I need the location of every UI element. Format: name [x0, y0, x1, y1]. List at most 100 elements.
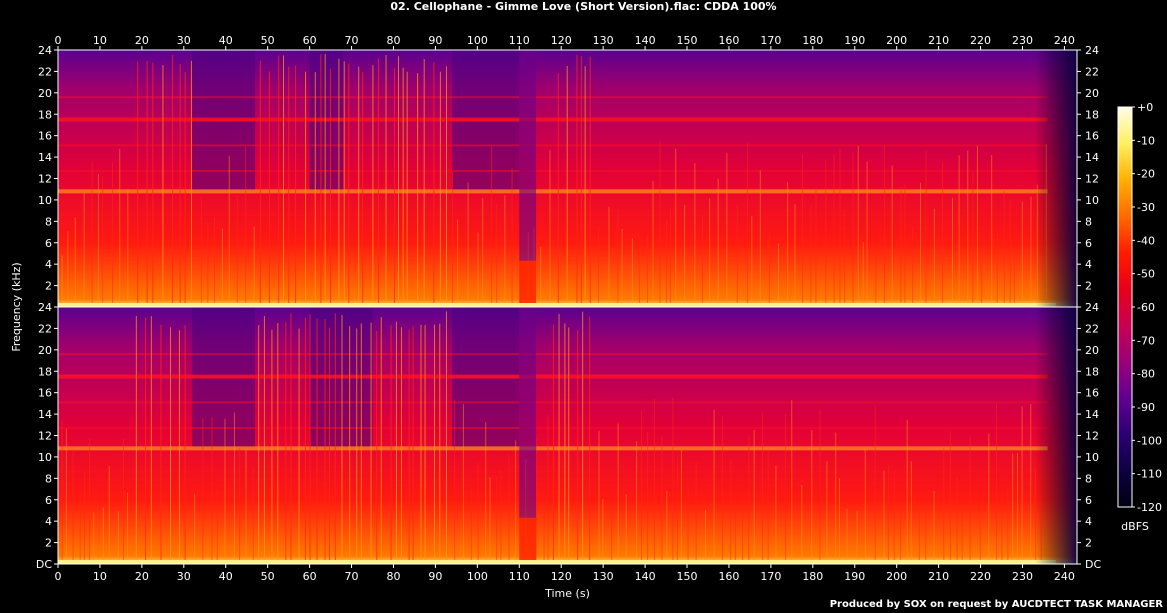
x-tick-label-bottom: 190	[844, 570, 865, 583]
colorbar-tick-label: -20	[1137, 168, 1155, 181]
y-tick-label-left: 6	[45, 237, 52, 250]
y-tick-label-left: 16	[38, 130, 52, 143]
x-tick-label-top: 50	[261, 34, 275, 47]
colorbar-tick-label: -70	[1137, 334, 1155, 347]
y-tick-label-left: 22	[38, 65, 52, 78]
y-tick-label-right: 24	[1085, 44, 1099, 57]
y-tick-label-right: 6	[1085, 237, 1092, 250]
harmonic-band	[58, 374, 1048, 379]
x-tick-label-bottom: 10	[93, 570, 107, 583]
y-tick-label-left: 4	[45, 258, 52, 271]
x-tick-label-top: 220	[970, 34, 991, 47]
harmonic-band	[58, 446, 1048, 451]
x-tick-label-top: 140	[635, 34, 656, 47]
y-tick-label-right: 8	[1085, 215, 1092, 228]
harmonic-band	[58, 144, 1048, 147]
y-tick-label-left: 14	[38, 408, 52, 421]
y-tick-label-left: 22	[38, 322, 52, 335]
x-tick-label-bottom: 40	[219, 570, 233, 583]
colorbar-tick-label: -90	[1137, 401, 1155, 414]
fade-out-region	[1035, 50, 1077, 307]
y-tick-label-right: 12	[1085, 173, 1099, 186]
y-tick-label-right: 22	[1085, 322, 1099, 335]
x-tick-label-bottom: 220	[970, 570, 991, 583]
harmonic-band	[58, 170, 1048, 173]
y-tick-label-left: 2	[45, 280, 52, 293]
y-tick-label-left: 16	[38, 387, 52, 400]
harmonic-band	[58, 487, 1048, 490]
y-tick-label-right: 10	[1085, 451, 1099, 464]
low-band-region	[519, 517, 537, 564]
spectrogram-channel-2	[58, 307, 1077, 564]
y-tick-label-left: 12	[38, 430, 52, 443]
harmonic-band	[58, 117, 1048, 122]
x-tick-label-bottom: 50	[261, 570, 275, 583]
y-tick-label-left: 12	[38, 173, 52, 186]
x-tick-label-top: 0	[55, 34, 62, 47]
x-tick-label-bottom: 120	[551, 570, 572, 583]
y-axis-label: Frequency (kHz)	[10, 262, 23, 351]
credit-text: Produced by SOX on request by AUCDTECT T…	[829, 599, 1163, 610]
x-tick-label-bottom: 240	[1054, 570, 1075, 583]
colorbar-tick-label: -100	[1137, 434, 1162, 447]
x-tick-label-top: 20	[135, 34, 149, 47]
x-tick-label-bottom: 160	[718, 570, 739, 583]
y-tick-label-right: 18	[1085, 365, 1099, 378]
harmonic-band	[58, 470, 1048, 473]
y-tick-label-right: 22	[1085, 65, 1099, 78]
y-tick-label-left: 6	[45, 494, 52, 507]
colorbar-tick-label: -10	[1137, 134, 1155, 147]
y-tick-label-left: 8	[45, 215, 52, 228]
x-tick-label-top: 160	[718, 34, 739, 47]
x-tick-label-bottom: 150	[677, 570, 698, 583]
x-tick-label-top: 100	[467, 34, 488, 47]
y-tick-label-right: 10	[1085, 194, 1099, 207]
x-tick-label-top: 230	[1012, 34, 1033, 47]
x-tick-label-bottom: 60	[303, 570, 317, 583]
x-tick-label-top: 190	[844, 34, 865, 47]
x-tick-label-bottom: 90	[428, 570, 442, 583]
x-tick-label-top: 70	[345, 34, 359, 47]
x-tick-label-top: 150	[677, 34, 698, 47]
y-tick-label-left: 8	[45, 472, 52, 485]
x-tick-label-bottom: 100	[467, 570, 488, 583]
x-tick-label-bottom: 200	[886, 570, 907, 583]
y-tick-label-right: 20	[1085, 87, 1099, 100]
harmonic-band	[58, 401, 1048, 404]
y-tick-label-left: 20	[38, 87, 52, 100]
x-tick-label-bottom: 110	[509, 570, 530, 583]
y-tick-label-left: DC	[36, 558, 52, 571]
colorbar-gradient	[1118, 107, 1132, 507]
x-tick-label-bottom: 170	[760, 570, 781, 583]
y-tick-label-right: 2	[1085, 537, 1092, 550]
x-tick-label-top: 130	[593, 34, 614, 47]
y-tick-label-left: 18	[38, 108, 52, 121]
colorbar-tick-label: +0	[1137, 101, 1153, 114]
chart-title: 02. Cellophane - Gimme Love (Short Versi…	[390, 0, 777, 13]
x-tick-label-bottom: 0	[55, 570, 62, 583]
y-tick-label-right: 18	[1085, 108, 1099, 121]
x-tick-label-bottom: 70	[345, 570, 359, 583]
x-tick-label-top: 80	[386, 34, 400, 47]
y-tick-label-left: 2	[45, 537, 52, 550]
harmonic-band	[58, 353, 1048, 356]
dc-line	[58, 303, 1057, 307]
y-tick-label-right: 2	[1085, 280, 1092, 293]
y-tick-label-right: DC	[1085, 558, 1101, 571]
y-tick-label-right: 14	[1085, 151, 1099, 164]
x-tick-label-bottom: 140	[635, 570, 656, 583]
y-tick-label-right: 14	[1085, 408, 1099, 421]
y-tick-label-left: 10	[38, 194, 52, 207]
dc-line	[58, 560, 1057, 564]
y-tick-label-left: 4	[45, 515, 52, 528]
y-tick-label-left: 10	[38, 451, 52, 464]
y-tick-label-right: 12	[1085, 430, 1099, 443]
x-tick-label-top: 10	[93, 34, 107, 47]
harmonic-band	[58, 427, 1048, 430]
y-tick-label-right: 16	[1085, 130, 1099, 143]
y-tick-label-right: 20	[1085, 344, 1099, 357]
x-tick-label-top: 30	[177, 34, 191, 47]
x-tick-label-top: 240	[1054, 34, 1075, 47]
low-band-region	[519, 260, 537, 307]
